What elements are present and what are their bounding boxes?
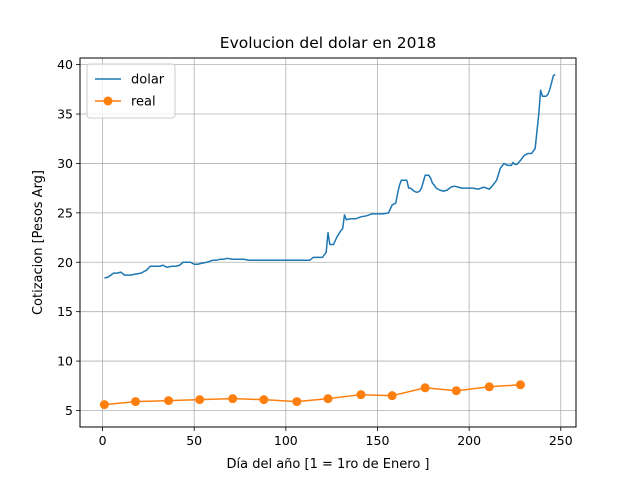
series-dolar <box>104 73 556 279</box>
y-tick-label: 15 <box>57 304 73 319</box>
y-tick-label: 20 <box>57 255 73 270</box>
x-tick-label: 0 <box>99 433 107 448</box>
x-tick-label: 250 <box>549 433 573 448</box>
data-point-real <box>323 394 333 404</box>
data-point-real <box>99 400 109 410</box>
data-point-real <box>484 382 494 392</box>
plot-frame <box>79 57 577 428</box>
legend-marker-real <box>103 96 113 106</box>
data-point-real <box>451 386 461 396</box>
y-axis-title: Cotizacion [Pesos Arg] <box>31 170 46 315</box>
x-tick-label: 200 <box>457 433 481 448</box>
data-point-real <box>131 397 141 407</box>
legend-label-real: real <box>131 95 156 110</box>
data-point-real <box>292 397 302 407</box>
data-point-real <box>387 391 397 401</box>
grid <box>80 58 576 427</box>
legend-item-dolar: dolar <box>95 73 165 88</box>
y-tick-label: 30 <box>57 156 73 171</box>
x-tick-label: 100 <box>274 433 298 448</box>
y-tick-label: 25 <box>57 205 73 220</box>
y-tick-label: 35 <box>57 107 73 122</box>
series-layer <box>99 73 556 410</box>
legend-entries: dolar real <box>95 73 165 110</box>
data-point-real <box>515 380 525 390</box>
series-real <box>99 380 525 410</box>
legend-label-dolar: dolar <box>131 73 165 88</box>
x-tick-label: 50 <box>186 433 202 448</box>
data-point-real <box>420 383 430 393</box>
data-point-real <box>164 396 174 406</box>
y-tick-label: 40 <box>57 57 73 72</box>
x-tick-label: 150 <box>366 433 390 448</box>
y-tick-label: 10 <box>57 354 73 369</box>
data-point-real <box>356 390 366 400</box>
data-point-real <box>228 394 238 404</box>
x-axis-title: Día del año [1 = 1ro de Enero ] <box>227 457 430 472</box>
legend-item-real: real <box>95 95 156 110</box>
data-point-real <box>195 395 205 405</box>
chart-title: Evolucion del dolar en 2018 <box>220 34 436 52</box>
ticks: 0 50 100 150 200 250 5 10 15 20 25 30 35 40 <box>57 57 573 448</box>
data-point-real <box>259 395 269 405</box>
series-line-dolar <box>104 73 556 279</box>
legend: dolar real <box>86 63 176 119</box>
y-tick-label: 5 <box>65 403 73 418</box>
series-line-real <box>104 384 521 406</box>
